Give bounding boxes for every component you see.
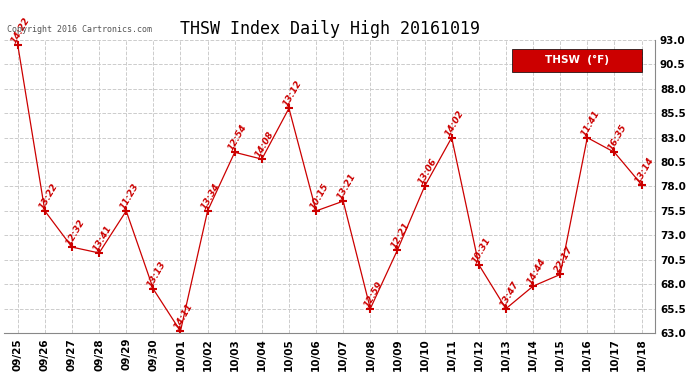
Text: 13:13: 13:13 xyxy=(146,260,168,289)
Text: 11:41: 11:41 xyxy=(580,108,602,138)
Text: 11:23: 11:23 xyxy=(119,182,141,211)
Text: 13:22: 13:22 xyxy=(37,182,59,211)
Text: THSW  (°F): THSW (°F) xyxy=(545,56,609,66)
FancyBboxPatch shape xyxy=(512,49,642,72)
Text: 14:11: 14:11 xyxy=(172,302,195,331)
Text: 14:44: 14:44 xyxy=(525,257,547,286)
Text: 13:14: 13:14 xyxy=(633,155,656,184)
Text: 10:31: 10:31 xyxy=(471,236,493,265)
Text: 16:35: 16:35 xyxy=(607,123,629,152)
Title: THSW Index Daily High 20161019: THSW Index Daily High 20161019 xyxy=(179,20,480,38)
Text: 13:47: 13:47 xyxy=(498,279,520,309)
Text: 14:08: 14:08 xyxy=(254,130,276,159)
Text: 13:12: 13:12 xyxy=(281,79,304,108)
Text: 13:34: 13:34 xyxy=(200,182,222,211)
Text: 13:41: 13:41 xyxy=(91,224,113,253)
Text: 12:32: 12:32 xyxy=(64,218,86,247)
Text: 12:54: 12:54 xyxy=(227,123,249,152)
Text: 10:15: 10:15 xyxy=(308,182,331,211)
Text: 13:06: 13:06 xyxy=(417,157,439,186)
Text: 22:17: 22:17 xyxy=(553,245,575,274)
Text: Copyright 2016 Cartronics.com: Copyright 2016 Cartronics.com xyxy=(8,25,152,34)
Text: 12:21: 12:21 xyxy=(390,221,412,250)
Text: 13:21: 13:21 xyxy=(335,172,357,201)
Text: 14:22: 14:22 xyxy=(10,15,32,45)
Text: 12:59: 12:59 xyxy=(362,279,384,309)
Text: 14:02: 14:02 xyxy=(444,108,466,138)
